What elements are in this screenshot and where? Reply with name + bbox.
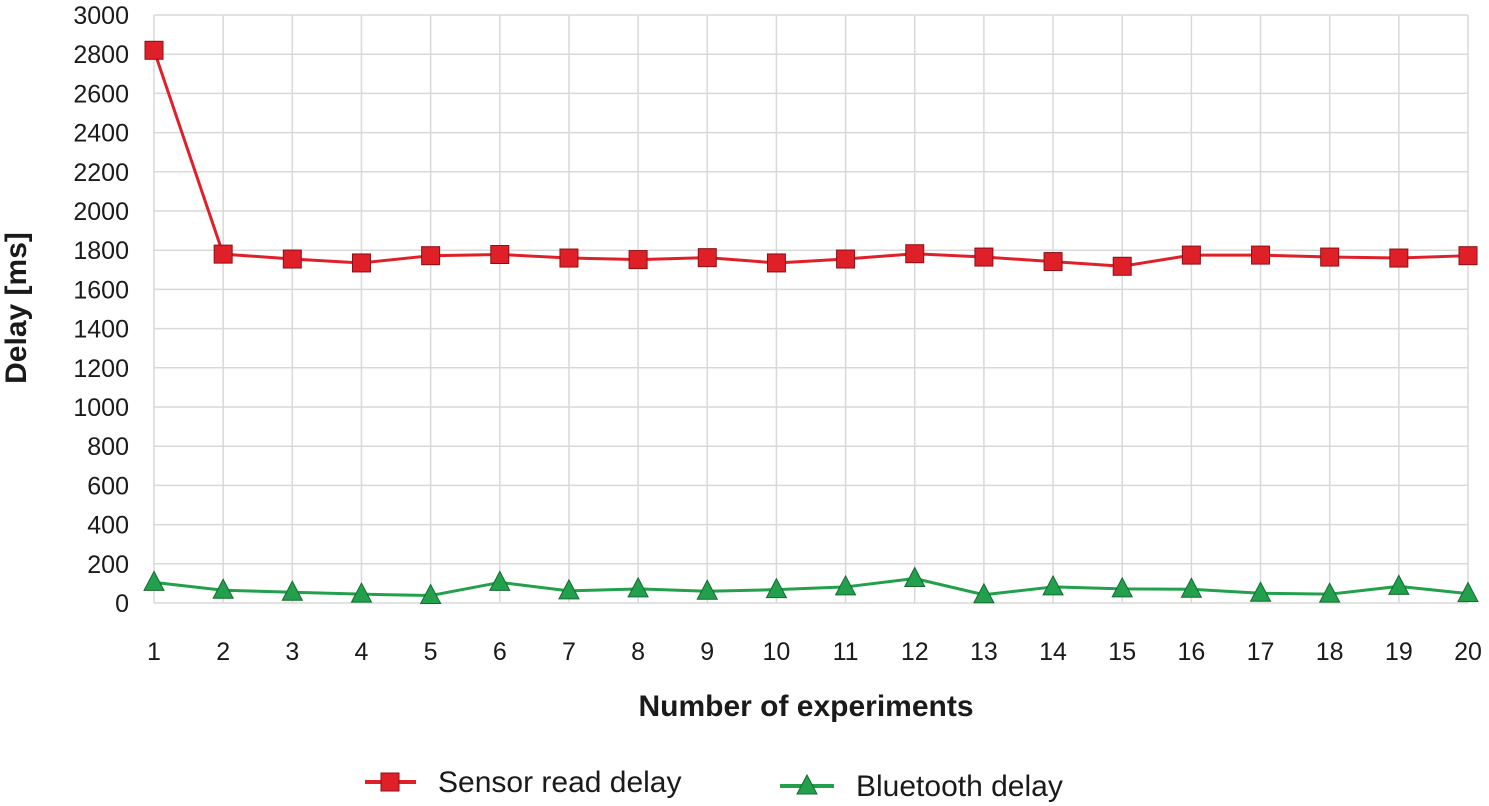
data-point-triangle <box>973 582 995 604</box>
x-tick-label: 15 <box>1108 638 1136 666</box>
data-point-triangle <box>834 574 857 596</box>
data-point-square <box>1458 246 1478 266</box>
x-tick-label: 2 <box>216 638 230 666</box>
y-tick-label: 400 <box>87 512 129 540</box>
data-point-triangle <box>1249 581 1272 602</box>
data-point-triangle <box>212 578 234 599</box>
y-axis-title: Delay [ms] <box>0 232 33 384</box>
x-tick-label: 13 <box>970 638 998 666</box>
y-tick-label: 2600 <box>73 80 129 108</box>
x-tick-label: 18 <box>1316 638 1344 666</box>
y-tick-label: 800 <box>87 433 129 461</box>
data-point-triangle <box>1318 582 1341 603</box>
data-point-triangle <box>1180 577 1203 598</box>
data-point-square <box>905 244 925 264</box>
y-tick-label: 1400 <box>73 316 129 344</box>
data-point-triangle <box>143 570 165 591</box>
x-tick-label: 10 <box>763 638 791 666</box>
data-point-triangle <box>350 582 373 603</box>
x-tick-label: 17 <box>1247 638 1275 666</box>
series-bluetooth-delay <box>143 566 1479 605</box>
data-point-square <box>1112 256 1132 276</box>
data-point-square <box>836 249 856 269</box>
y-axis-ticks: 0 200 400 600 800 1000 1200 1400 1600 1800 2000 220… <box>73 2 129 618</box>
data-point-triangle <box>1388 574 1410 595</box>
data-point-square <box>559 248 579 268</box>
data-point-square <box>628 250 648 270</box>
data-point-square <box>421 246 441 266</box>
data-point-triangle <box>903 566 926 587</box>
y-tick-label: 2200 <box>73 159 129 187</box>
data-point-square <box>1251 245 1271 265</box>
y-tick-label: 1200 <box>73 355 129 383</box>
x-tick-label: 1 <box>147 638 161 666</box>
legend-swatch-marker-bluetooth <box>796 773 818 795</box>
data-point-square <box>1389 248 1409 268</box>
y-tick-label: 1600 <box>73 276 129 304</box>
x-tick-label: 4 <box>355 638 369 666</box>
data-point-triangle <box>488 570 511 591</box>
x-tick-label: 12 <box>901 638 929 666</box>
data-point-square <box>1320 247 1340 267</box>
y-tick-label: 600 <box>87 472 129 500</box>
data-point-triangle <box>1457 581 1479 603</box>
y-tick-label: 2400 <box>73 120 129 148</box>
y-tick-label: 1800 <box>73 237 129 265</box>
legend: Sensor read delay Bluetooth delay <box>365 766 1063 803</box>
x-tick-label: 3 <box>285 638 299 666</box>
x-tick-label: 19 <box>1385 638 1413 666</box>
x-axis-ticks: 1 2 3 4 5 6 7 8 9 10 11 12 13 14 15 16 17 18 19 20 <box>147 638 1482 666</box>
data-point-triangle <box>1042 574 1064 596</box>
legend-label-sensor-read-delay: Sensor read delay <box>438 766 682 799</box>
data-point-triangle <box>696 579 719 600</box>
series-line <box>153 577 1469 598</box>
data-point-square <box>697 248 717 268</box>
x-tick-label: 11 <box>833 638 859 666</box>
grid <box>153 14 1469 604</box>
data-point-square <box>282 249 302 269</box>
y-tick-label: 2000 <box>73 198 129 226</box>
data-point-triangle <box>765 577 788 599</box>
y-tick-label: 2800 <box>73 41 129 69</box>
x-tick-label: 14 <box>1039 638 1067 666</box>
x-tick-label: 16 <box>1177 638 1205 666</box>
legend-item-sensor-read-delay: Sensor read delay <box>365 766 682 799</box>
legend-label-bluetooth-delay: Bluetooth delay <box>856 770 1063 803</box>
data-point-triangle <box>419 583 442 605</box>
data-point-triangle <box>558 578 580 600</box>
data-point-square <box>1043 252 1063 272</box>
series-line <box>152 49 1469 268</box>
data-point-square <box>974 247 994 267</box>
data-point-square <box>144 40 164 60</box>
y-tick-label: 3000 <box>73 2 129 30</box>
x-tick-label: 5 <box>424 638 438 666</box>
x-tick-label: 9 <box>700 638 714 666</box>
x-tick-label: 8 <box>631 638 645 666</box>
data-point-square <box>766 253 786 273</box>
y-tick-label: 1000 <box>73 394 129 422</box>
x-tick-label: 20 <box>1454 638 1482 666</box>
data-point-square <box>490 245 510 265</box>
data-point-square <box>1181 245 1201 265</box>
data-point-triangle <box>281 580 304 601</box>
y-tick-label: 0 <box>115 590 129 618</box>
data-point-square <box>351 253 371 273</box>
data-point-square <box>213 244 233 264</box>
y-tick-label: 200 <box>87 551 129 579</box>
series-sensor-read-delay <box>144 40 1478 276</box>
data-point-triangle <box>1111 576 1134 598</box>
x-axis-title: Number of experiments <box>638 690 973 723</box>
data-point-triangle <box>627 576 649 598</box>
x-tick-label: 6 <box>493 638 507 666</box>
x-tick-label: 7 <box>562 638 576 666</box>
series-layer <box>143 40 1479 605</box>
legend-item-bluetooth-delay: Bluetooth delay <box>780 770 1063 803</box>
legend-swatch-marker-sensor <box>380 772 400 792</box>
